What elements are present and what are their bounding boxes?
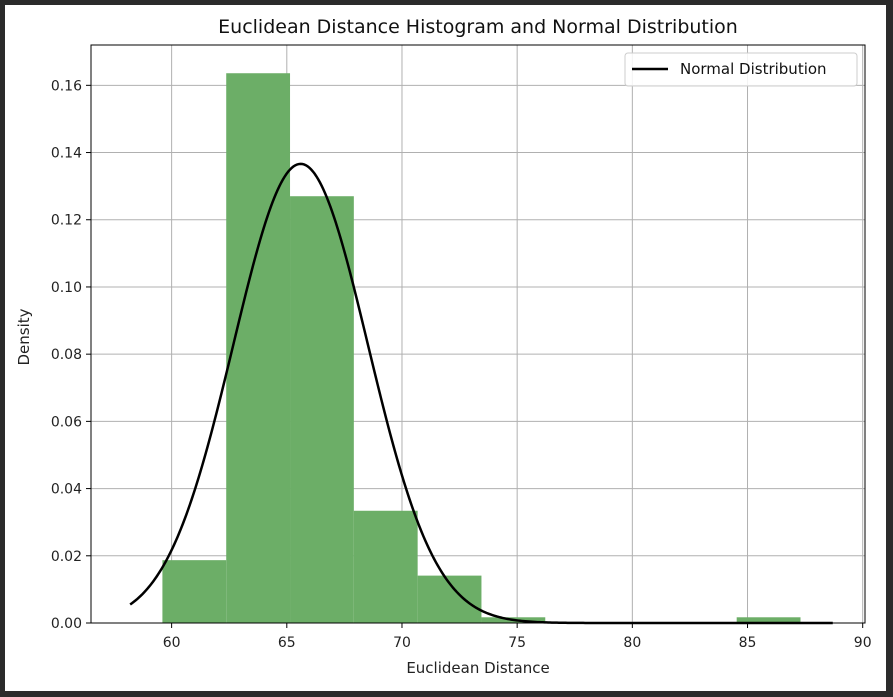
x-tick-label: 75: [508, 635, 526, 651]
x-tick-label: 65: [278, 635, 296, 651]
x-axis-ticks: 60 65 70 75 80 85 90: [163, 623, 872, 651]
y-tick-label: 0.08: [51, 347, 82, 363]
y-axis-title: Density: [15, 308, 33, 365]
y-tick-label: 0.16: [51, 78, 82, 94]
chart-svg: Euclidean Distance Histogram and Normal …: [15, 16, 872, 677]
histogram-bar: [353, 510, 418, 623]
x-tick-label: 90: [854, 635, 872, 651]
histogram-bars: [162, 73, 801, 623]
x-axis-title: Euclidean Distance: [406, 659, 549, 677]
histogram-bar: [736, 617, 801, 623]
legend-label-normal-distribution: Normal Distribution: [680, 60, 827, 78]
histogram-bar: [226, 73, 291, 623]
histogram-bar: [162, 560, 227, 623]
y-tick-label: 0.02: [51, 549, 82, 565]
y-axis-ticks: 0.00 0.02 0.04 0.06 0.08 0.10 0.12 0.14 0.16: [51, 78, 91, 632]
y-tick-label: 0.10: [51, 280, 82, 296]
y-tick-label: 0.06: [51, 414, 82, 430]
chart-figure: Euclidean Distance Histogram and Normal …: [5, 5, 886, 691]
x-tick-label: 80: [623, 635, 641, 651]
histogram-bar: [290, 196, 354, 623]
grid-lines: [91, 45, 865, 624]
y-tick-label: 0.12: [51, 213, 82, 229]
x-tick-label: 70: [393, 635, 411, 651]
legend-box: [624, 52, 858, 87]
chart-title: Euclidean Distance Histogram and Normal …: [218, 16, 738, 38]
x-tick-label: 85: [739, 635, 757, 651]
y-tick-label: 0.04: [51, 482, 82, 498]
legend: Normal Distribution: [624, 52, 858, 87]
plot-frame: [90, 44, 866, 624]
x-tick-label: 60: [163, 635, 181, 651]
y-tick-label: 0.00: [51, 616, 82, 632]
y-tick-label: 0.14: [51, 146, 82, 162]
